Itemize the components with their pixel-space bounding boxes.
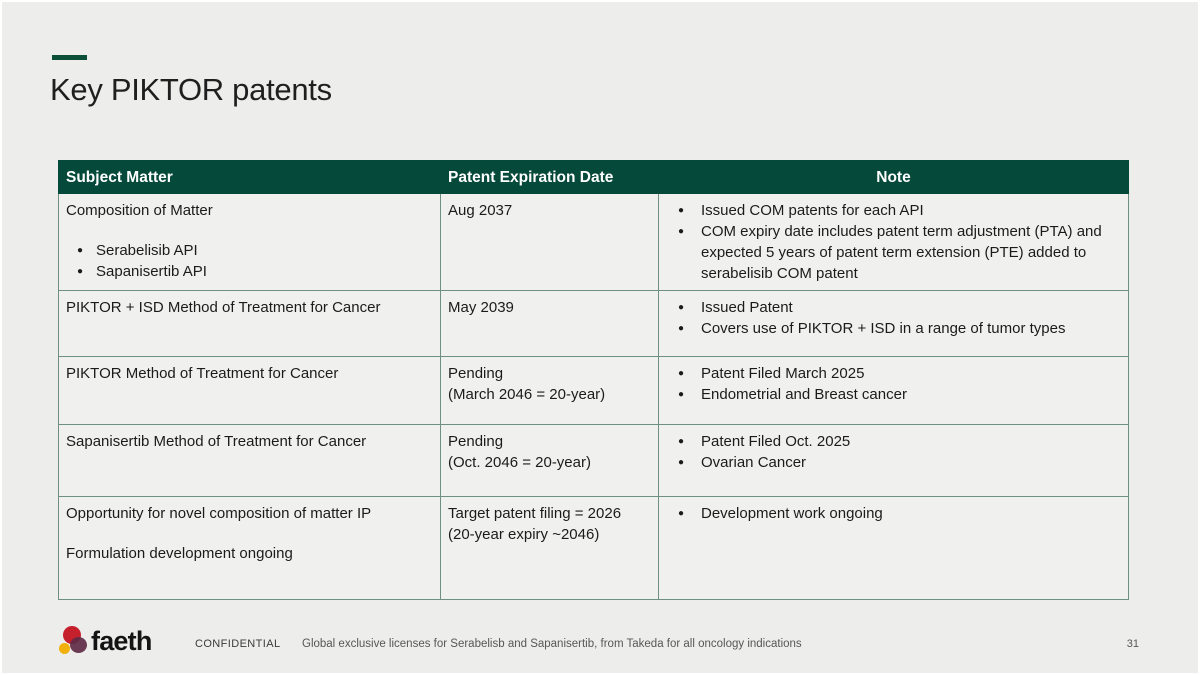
- table-row: Composition of Matter Serabelisib API Sa…: [58, 193, 1129, 291]
- table-row: Sapanisertib Method of Treatment for Can…: [58, 424, 1129, 497]
- note-bullet: Covers use of PIKTOR + ISD in a range of…: [666, 318, 1120, 339]
- note-bullet-list: Development work ongoing: [666, 503, 1120, 524]
- note-bullet-list: Patent Filed March 2025 Endometrial and …: [666, 363, 1120, 405]
- table-header-row: Subject Matter Patent Expiration Date No…: [58, 160, 1129, 194]
- subject-title: PIKTOR Method of Treatment for Cancer: [66, 365, 339, 382]
- column-header-note: Note: [658, 160, 1129, 194]
- subject-bullet: Sapanisertib API: [66, 261, 432, 282]
- note-bullet: Ovarian Cancer: [666, 452, 1120, 473]
- page-number: 31: [1126, 638, 1139, 650]
- cell-subject: Sapanisertib Method of Treatment for Can…: [58, 424, 441, 497]
- cell-note: Issued Patent Covers use of PIKTOR + ISD…: [658, 290, 1129, 357]
- slide-footer: faeth CONFIDENTIAL Global exclusive lice…: [2, 616, 1198, 673]
- subject-subtitle: Formulation development ongoing: [66, 545, 293, 562]
- title-accent-dash: [52, 55, 87, 60]
- expiration-text: Target patent filing = 2026: [448, 505, 622, 522]
- column-header-subject-matter: Subject Matter: [58, 160, 441, 194]
- note-bullet-list: Patent Filed Oct. 2025 Ovarian Cancer: [666, 431, 1120, 473]
- subject-title: PIKTOR + ISD Method of Treatment for Can…: [66, 299, 381, 316]
- subject-bullet: Serabelisib API: [66, 240, 432, 261]
- logo-yellow-circle-icon: [59, 643, 70, 654]
- patents-table: Subject Matter Patent Expiration Date No…: [58, 160, 1129, 600]
- cell-expiration: Aug 2037: [440, 193, 659, 291]
- expiration-text: Aug 2037: [448, 202, 513, 219]
- expiration-text: Pending: [448, 365, 504, 382]
- note-bullet-list: Issued COM patents for each API COM expi…: [666, 200, 1120, 284]
- footer-note: Global exclusive licenses for Serabelisb…: [302, 638, 802, 650]
- cell-subject: Opportunity for novel composition of mat…: [58, 496, 441, 600]
- expiration-text: (20-year expiry ~2046): [448, 526, 600, 543]
- expiration-text: May 2039: [448, 299, 514, 316]
- note-bullet: Issued Patent: [666, 297, 1120, 318]
- table-row: PIKTOR Method of Treatment for Cancer Pe…: [58, 356, 1129, 425]
- subject-title: Sapanisertib Method of Treatment for Can…: [66, 433, 367, 450]
- note-bullet: Endometrial and Breast cancer: [666, 384, 1120, 405]
- cell-subject: PIKTOR Method of Treatment for Cancer: [58, 356, 441, 425]
- note-bullet-list: Issued Patent Covers use of PIKTOR + ISD…: [666, 297, 1120, 339]
- subject-bullet-list: Serabelisib API Sapanisertib API: [66, 240, 432, 282]
- note-bullet: Patent Filed March 2025: [666, 363, 1120, 384]
- note-bullet: COM expiry date includes patent term adj…: [666, 221, 1120, 284]
- note-bullet: Development work ongoing: [666, 503, 1120, 524]
- cell-expiration: May 2039: [440, 290, 659, 357]
- note-bullet: Issued COM patents for each API: [666, 200, 1120, 221]
- subject-title: Opportunity for novel composition of mat…: [66, 505, 372, 522]
- confidential-label: CONFIDENTIAL: [195, 638, 281, 650]
- note-bullet: Patent Filed Oct. 2025: [666, 431, 1120, 452]
- expiration-text: (Oct. 2046 = 20-year): [448, 454, 591, 471]
- table-row: PIKTOR + ISD Method of Treatment for Can…: [58, 290, 1129, 357]
- table-row: Opportunity for novel composition of mat…: [58, 496, 1129, 600]
- logo-wordmark: faeth: [91, 626, 152, 656]
- expiration-text: Pending: [448, 433, 504, 450]
- cell-expiration: Target patent filing = 2026 (20-year exp…: [440, 496, 659, 600]
- cell-note: Issued COM patents for each API COM expi…: [658, 193, 1129, 291]
- cell-expiration: Pending (Oct. 2046 = 20-year): [440, 424, 659, 497]
- cell-note: Development work ongoing: [658, 496, 1129, 600]
- cell-subject: PIKTOR + ISD Method of Treatment for Can…: [58, 290, 441, 357]
- subject-title: Composition of Matter: [66, 202, 213, 219]
- cell-note: Patent Filed Oct. 2025 Ovarian Cancer: [658, 424, 1129, 497]
- cell-subject: Composition of Matter Serabelisib API Sa…: [58, 193, 441, 291]
- column-header-patent-expiration-date: Patent Expiration Date: [440, 160, 659, 194]
- cell-note: Patent Filed March 2025 Endometrial and …: [658, 356, 1129, 425]
- cell-expiration: Pending (March 2046 = 20-year): [440, 356, 659, 425]
- logo-plum-circle-icon: [70, 637, 87, 653]
- page-title: Key PIKTOR patents: [50, 72, 332, 107]
- faeth-logo: faeth: [58, 620, 158, 660]
- expiration-text: (March 2046 = 20-year): [448, 386, 606, 403]
